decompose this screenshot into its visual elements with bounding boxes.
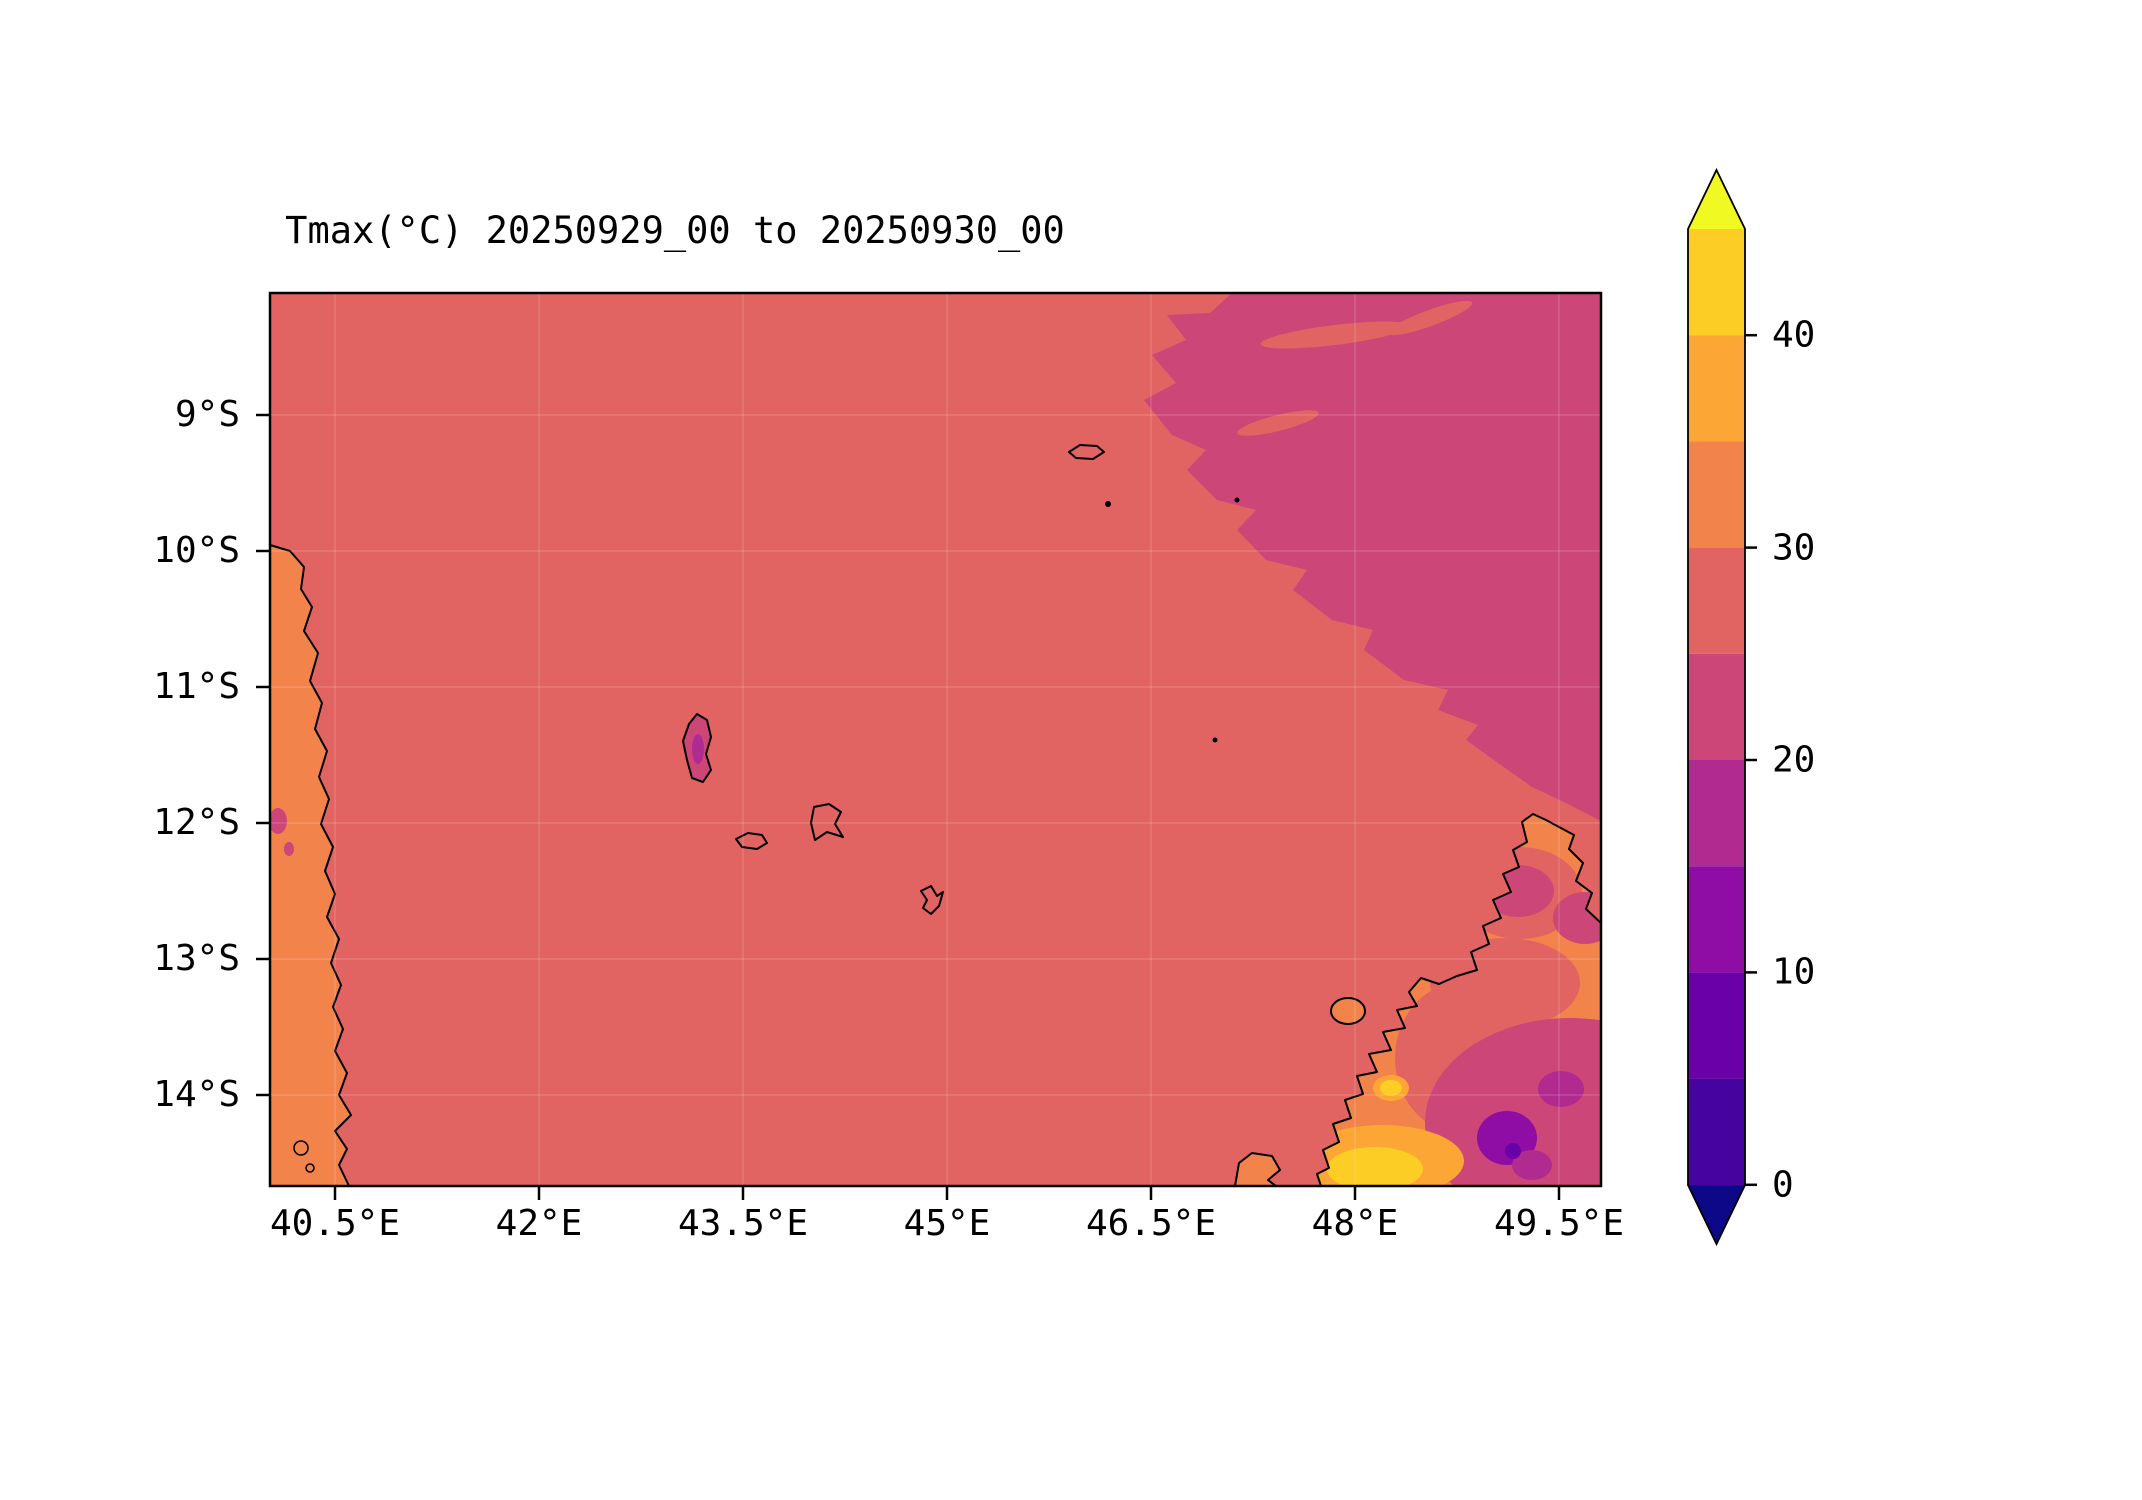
colorbar-label-40: 40 (1772, 315, 1815, 356)
colorbar-tick-marks (1745, 333, 1757, 1187)
mada-hot-spot-core (1380, 1080, 1402, 1096)
colorbar-label-30: 30 (1772, 528, 1815, 569)
islet-dot-2 (1234, 497, 1240, 503)
y-tick-label-14s: 14°S (153, 1074, 240, 1115)
warm-streak-3 (1387, 300, 1473, 336)
glorioso-islands (1068, 444, 1105, 460)
x-tick-label-40-5e: 40.5°E (269, 1203, 401, 1244)
colorbar-outline (1687, 167, 1746, 1247)
islet-dot-1 (1105, 501, 1111, 507)
mada-pink-3 (1425, 1018, 1601, 1186)
colorbar-seg-10-15 (1688, 866, 1745, 973)
y-tick-marks (256, 413, 270, 1097)
colorbar-seg-5-10 (1688, 972, 1745, 1079)
mada-highland-magenta-1 (1538, 1071, 1584, 1107)
x-tick-label-42e: 42°E (495, 1203, 583, 1244)
title-line-1: Tmax(°C) 20250929_00 to 20250930_00 (285, 209, 1065, 252)
x-tick-label-46-5e: 46.5°E (1085, 1203, 1217, 1244)
warm-streak-2 (1237, 410, 1319, 436)
colorbar-label-20: 20 (1772, 740, 1815, 781)
colorbar-label-10: 10 (1772, 952, 1815, 993)
colorbar-seg-40-45 (1688, 229, 1745, 336)
colorbar-seg-15-20 (1688, 760, 1745, 867)
y-tick-label-10s: 10°S (153, 530, 240, 571)
x-tick-label-48e: 48°E (1311, 1203, 1399, 1244)
mada-pink-2 (1553, 892, 1601, 944)
colorbar-seg-30-35 (1688, 441, 1745, 548)
y-tick-label-13s: 13°S (153, 938, 240, 979)
islet-dot-3 (1212, 737, 1218, 743)
colorbar-seg-0-5 (1688, 1078, 1745, 1185)
warm-streak-1 (1260, 321, 1410, 349)
mada-hot-core-40-45 (1327, 1147, 1423, 1186)
anjouan-island (810, 803, 844, 841)
mada-highland-violet-dot (1505, 1143, 1521, 1159)
graticule (270, 293, 1601, 1186)
quirimbas-islet-2 (305, 1163, 315, 1173)
temperature-map (256, 291, 1603, 1200)
africa-cool-spot-1 (269, 808, 287, 834)
mada-highland-magenta-2 (1512, 1150, 1552, 1180)
nosy-be-island (1330, 997, 1366, 1025)
y-tick-label-9s: 9°S (174, 394, 240, 435)
africa-cool-spot-2 (284, 842, 294, 856)
y-tick-label-11s: 11°S (153, 666, 240, 707)
colorbar-label-0: 0 (1772, 1165, 1794, 1206)
mayotte-island (920, 885, 944, 915)
x-tick-label-43-5e: 43.5°E (677, 1203, 809, 1244)
colorbar-seg-20-25 (1688, 653, 1745, 760)
y-tick-label-12s: 12°S (153, 802, 240, 843)
x-tick-label-45e: 45°E (903, 1203, 991, 1244)
africa-coastline (269, 544, 352, 1187)
axes-frame (268, 291, 1603, 1188)
colorbar: 40 30 20 10 0 (1687, 167, 1815, 1247)
madagascar-interior-bands (1317, 847, 1601, 1186)
x-tick-marks (333, 1186, 1561, 1200)
colorbar-extend-under (1688, 1185, 1745, 1244)
quirimbas-islet-1 (293, 1140, 309, 1156)
madagascar-coastline (1316, 813, 1602, 1187)
colorbar-seg-25-30 (1688, 547, 1745, 654)
colorbar-seg-35-40 (1688, 335, 1745, 442)
grande-comore-volcano-cool-core (692, 734, 704, 764)
moheli-island (735, 832, 768, 850)
africa-land-fill-30-35 (270, 545, 351, 1186)
colorbar-extend-over (1688, 170, 1745, 229)
mada-highland-purple-1 (1477, 1111, 1537, 1165)
x-tick-label-49-5e: 49.5°E (1493, 1203, 1625, 1244)
